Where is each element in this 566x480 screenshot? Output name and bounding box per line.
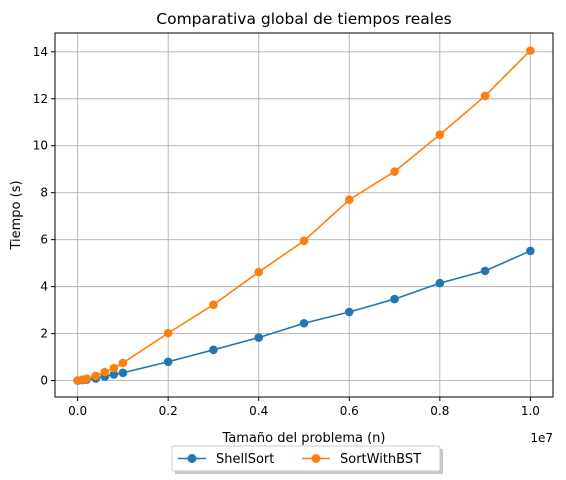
x-tick-label: 0.8 [430,404,449,418]
data-point-shellsort [344,307,354,317]
legend-marker-shellsort [187,454,197,463]
data-point-sortwithbst [163,328,173,338]
series-line-shellsort [77,250,531,382]
data-point-sortwithbst [209,300,218,310]
data-point-shellsort [254,333,264,342]
data-point-sortwithbst [526,46,535,55]
data-point-shellsort [109,370,119,379]
data-point-shellsort [435,278,445,288]
plot-frame [54,32,554,398]
x-tick-label: 0.4 [249,404,268,418]
x-tick-label: 1.0 [521,404,540,418]
legend: ShellSort SortWithBST [171,445,443,474]
y-tick-label: 2 [40,327,48,341]
data-point-sortwithbst [91,371,101,381]
data-point-shellsort [526,246,535,256]
data-point-shellsort [118,368,128,378]
series-layer [73,46,535,385]
x-tick-label: 0.0 [68,404,87,418]
legend-label-sortwithbst: SortWithBST [340,452,421,467]
y-tick-label: 6 [40,233,48,247]
data-point-sortwithbst [82,374,91,383]
data-point-sortwithbst [435,130,445,139]
data-point-sortwithbst [100,367,110,377]
y-tick-label: 8 [40,186,48,200]
data-point-sortwithbst [480,91,490,101]
y-tick-label: 14 [33,45,48,59]
data-point-sortwithbst [390,167,399,176]
data-point-sortwithbst [299,236,309,246]
data-point-shellsort [163,357,173,367]
series-line-sortwithbst [77,50,531,382]
legend-label-shellsort: ShellSort [216,452,274,467]
legend-marker-sortwithbst [311,454,321,463]
y-tick-label: 10 [33,139,48,153]
data-point-shellsort [390,294,399,304]
data-point-shellsort [480,266,490,276]
x-tick-label: 0.6 [340,404,359,418]
y-axis-label: Tiempo (s) [9,180,24,250]
data-point-shellsort [299,318,309,328]
data-point-shellsort [209,345,218,355]
series-sortwithbst [73,46,535,385]
y-tick-label: 12 [33,92,48,106]
data-point-sortwithbst [344,195,354,205]
x-axis-label: Tamaño del problema (n) [222,431,386,446]
x-axis-offset-label: 1e7 [530,431,553,445]
chart-title: Comparativa global de tiempos reales [156,10,451,28]
x-tick-label: 0.2 [159,404,178,418]
data-point-sortwithbst [118,358,128,368]
data-point-sortwithbst [254,267,264,277]
y-tick-label: 4 [40,280,48,294]
data-point-sortwithbst [109,363,119,373]
axis-ticks: 0.0 0.2 0.4 0.6 0.8 1.0 0 2 4 6 8 10 12 14 [33,45,540,418]
y-tick-label: 0 [40,374,48,388]
